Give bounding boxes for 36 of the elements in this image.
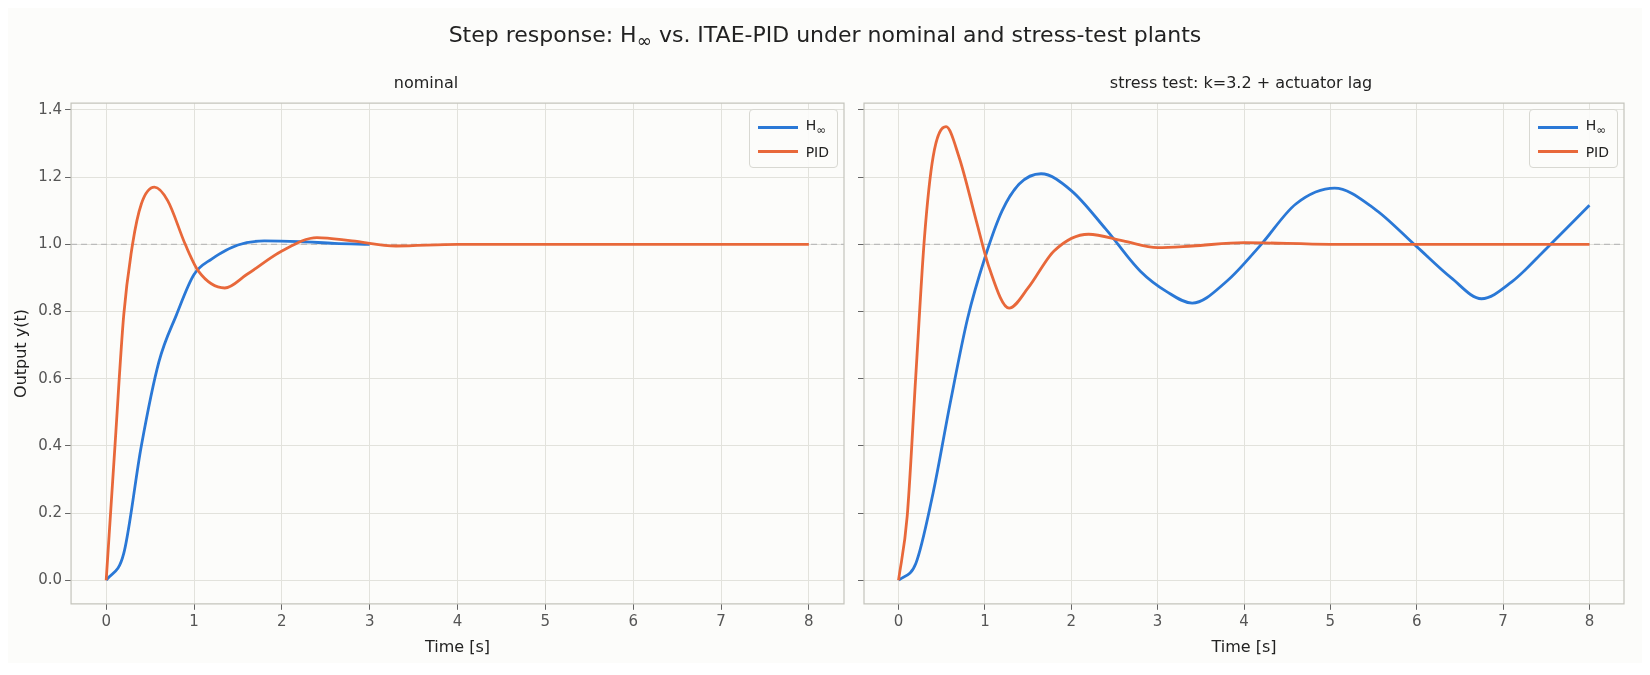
x-tick-label: 6 [628, 611, 638, 630]
x-tick-label: 0 [101, 611, 111, 630]
chart-title: Step response: H$_{∞}$ vs. ITAE-PID under nominal and stress-test plants [448, 22, 1202, 52]
y-tick-label: 1.4 [38, 99, 63, 118]
x-tick-label: 5 [540, 611, 551, 630]
y-tick-label: 0.4 [38, 435, 63, 454]
y-axis-title: Output y(t) [10, 309, 30, 398]
x-axis-title: Time [s] [1210, 636, 1277, 656]
legend-label: PID [1585, 143, 1609, 162]
chart-subtitle: stress test: k=3.2 + actuator lag [1109, 72, 1373, 92]
y-tick-label: 1.0 [38, 234, 63, 253]
x-tick-label: 6 [1411, 611, 1422, 630]
x-tick-label: 7 [1498, 611, 1508, 630]
legend-label: H$_{∞}$ [1585, 116, 1606, 139]
x-tick-label: 8 [804, 611, 814, 630]
y-tick-label: 0.2 [38, 502, 63, 521]
y-tick-label: 0.8 [38, 301, 63, 320]
x-tick-label: 7 [716, 611, 726, 630]
legend-label: H$_{∞}$ [805, 116, 826, 139]
x-tick-label: 2 [277, 611, 287, 630]
x-axis-title: Time [s] [424, 636, 491, 656]
x-tick-label: 4 [1239, 611, 1249, 630]
y-tick-label: 1.2 [38, 167, 63, 185]
chart-subtitle: nominal [393, 72, 459, 92]
x-tick-label: 0 [893, 611, 904, 630]
y-tick-label: 0.0 [38, 570, 63, 589]
x-tick-label: 5 [1325, 611, 1336, 630]
x-tick-label: 4 [452, 611, 463, 630]
x-tick-label: 1 [189, 611, 199, 630]
x-tick-label: 1 [980, 611, 990, 630]
x-tick-label: 8 [1584, 611, 1595, 630]
x-tick-label: 3 [1152, 611, 1163, 630]
y-tick-label: 0.6 [38, 368, 63, 387]
legend-label: PID [805, 143, 829, 162]
x-tick-label: 3 [364, 611, 375, 630]
x-tick-label: 2 [1066, 611, 1077, 630]
